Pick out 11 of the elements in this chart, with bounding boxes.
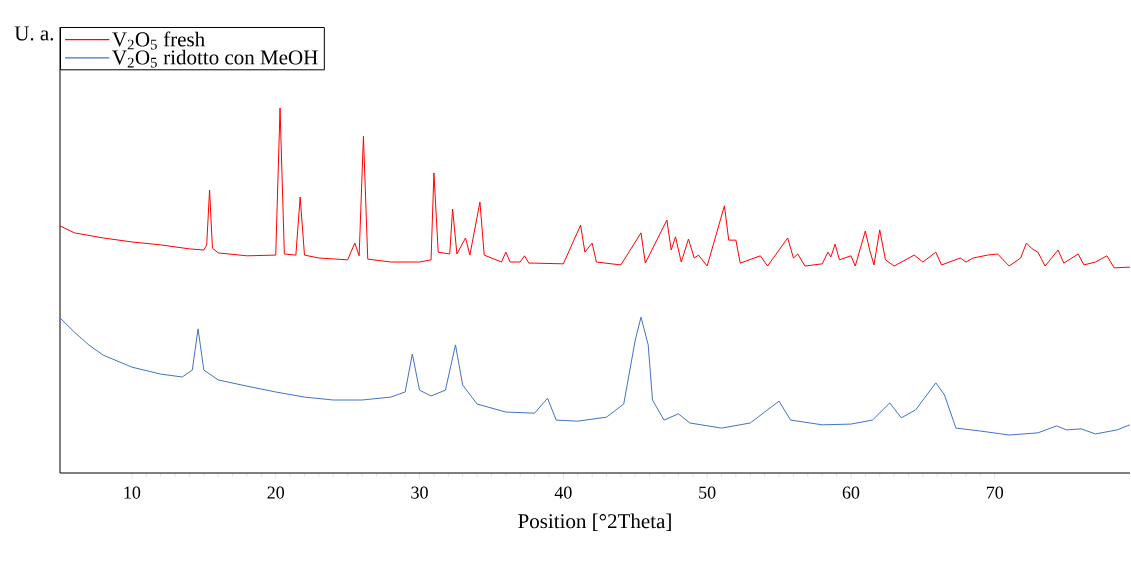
x-axis-title: Position [°2Theta] [518, 513, 671, 531]
x-tick-label: 70 [986, 486, 1004, 499]
x-tick-label: 40 [554, 486, 572, 499]
legend-label: V$_{2}$O$_{5}$ ridotto con MeOH [112, 49, 318, 68]
x-tick-label: 30 [411, 486, 428, 499]
x-tick-label: 10 [124, 486, 141, 499]
y-axis-title: U. a. [14, 26, 54, 41]
x-tick-label: 50 [699, 486, 716, 499]
x-tick-label: 20 [267, 486, 285, 499]
legend-label: V$_{2}$O$_{5}$ fresh [112, 31, 205, 50]
x-tick-label: 60 [842, 486, 860, 499]
